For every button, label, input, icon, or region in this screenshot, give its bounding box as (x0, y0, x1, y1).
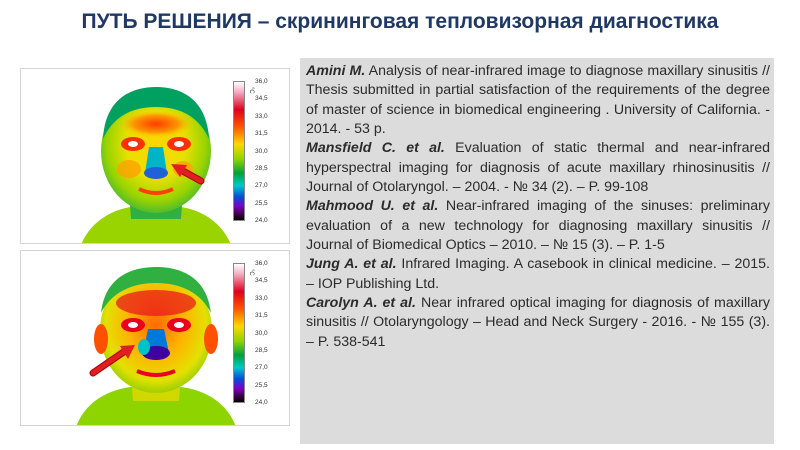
reference-text: Near infrared optical imaging for diagno… (306, 295, 770, 350)
reference-author: Mahmood U. et al. (306, 198, 439, 215)
thermogram-panel-2: °C 36,0 34,5 33,0 31,5 30,0 28,5 27,0 25… (20, 250, 290, 426)
scale-label: 30,0 (255, 329, 268, 337)
scale-labels: 36,0 34,5 33,0 31,5 30,0 28,5 27,0 25,5 … (255, 78, 281, 224)
scale-label: 33,0 (255, 294, 268, 302)
scale-label: 25,5 (255, 381, 268, 389)
reference-author: Mansfield C. et al. (306, 140, 445, 157)
reference-author: Carolyn A. et al. (306, 295, 416, 312)
scale-labels: 36,0 34,5 33,0 31,5 30,0 28,5 27,0 25,5 … (255, 260, 281, 406)
scale-label: 25,5 (255, 199, 268, 207)
color-scale-bar (233, 81, 245, 221)
scale-label: 28,5 (255, 164, 268, 172)
reference-item: Mahmood U. et al. Near-infrared imaging … (306, 197, 770, 255)
reference-item: Jung A. et al. Infrared Imaging. A caseb… (306, 255, 770, 294)
scale-unit: °C (248, 269, 254, 276)
thermal-face-image-2 (76, 267, 236, 425)
reference-text: Evaluation of static thermal and near-in… (306, 140, 770, 196)
references-box: Amini M. Analysis of near-infrared image… (300, 58, 774, 444)
scale-label: 24,0 (255, 399, 268, 406)
scale-label: 34,5 (255, 95, 268, 103)
reference-text: Infrared Imaging. A casebook in clinical… (306, 256, 771, 292)
reference-item: Carolyn A. et al. Near infrared optical … (306, 294, 770, 352)
thermogram-panel-1: °C 36,0 34,5 33,0 31,5 30,0 28,5 27,0 25… (20, 68, 290, 244)
scale-label: 36,0 (255, 260, 268, 267)
scale-label: 24,0 (255, 217, 268, 224)
scale-label: 31,5 (255, 130, 268, 138)
scale-label: 28,5 (255, 346, 268, 354)
scale-label: 27,0 (255, 364, 268, 372)
scale-label: 33,0 (255, 112, 268, 120)
reference-author: Jung A. et al. (306, 256, 397, 273)
temperature-scale: °C 36,0 34,5 33,0 31,5 30,0 28,5 27,0 25… (233, 260, 277, 413)
scale-label: 27,0 (255, 182, 268, 190)
reference-author: Amini M. (306, 63, 366, 79)
scale-label: 34,5 (255, 277, 268, 285)
reference-text: Analysis of near-infrared image to diagn… (306, 63, 770, 138)
scale-unit: °C (248, 87, 254, 94)
thermal-face-image-1 (81, 87, 231, 243)
scale-label: 31,5 (255, 312, 268, 320)
reference-item: Mansfield C. et al. Evaluation of static… (306, 139, 770, 197)
reference-text: Near-infrared imaging of the sinuses: pr… (306, 198, 770, 254)
scale-label: 36,0 (255, 78, 268, 85)
slide-title: ПУТЬ РЕШЕНИЯ – скрининговая тепловизорна… (81, 10, 719, 33)
color-scale-bar (233, 263, 245, 403)
red-arrow-icon (89, 345, 135, 377)
reference-item: Amini M. Analysis of near-infrared image… (306, 62, 770, 139)
scale-label: 30,0 (255, 147, 268, 155)
temperature-scale: °C 36,0 34,5 33,0 31,5 30,0 28,5 27,0 25… (233, 78, 277, 231)
red-arrow-icon (171, 164, 205, 185)
